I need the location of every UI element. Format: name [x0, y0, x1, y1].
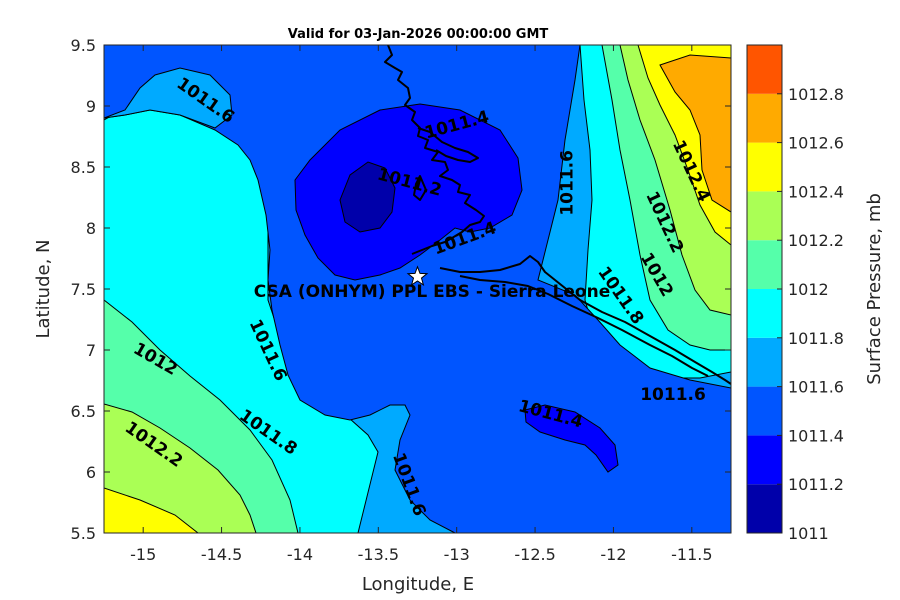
colorbar-segment — [747, 142, 782, 192]
colorbar-tick-label: 1011.2 — [788, 475, 844, 494]
y-tick-label: 9.5 — [71, 36, 96, 55]
colorbar-segment — [747, 435, 782, 485]
y-axis-label: Latitude, N — [33, 240, 54, 339]
y-tick-label: 9 — [86, 97, 96, 116]
colorbar-tick-label: 1012 — [788, 280, 829, 299]
x-tick-label: -12.5 — [514, 545, 555, 564]
y-tick-label: 6 — [86, 463, 96, 482]
coastline-estuary — [417, 127, 479, 163]
colorbar-tick-label: 1011 — [788, 524, 829, 543]
contour-label: 1011.6 — [640, 385, 706, 405]
x-tick-label: -12 — [600, 545, 626, 564]
coastline-south — [439, 255, 731, 385]
coastline — [384, 45, 731, 385]
colorbar-segment — [747, 337, 782, 387]
field-1011.2-south — [524, 404, 619, 473]
y-tick-label: 7.5 — [71, 280, 96, 299]
plot-title: Valid for 03-Jan-2026 00:00:00 GMT — [288, 27, 549, 42]
x-tick-label: -15 — [130, 545, 156, 564]
y-tick-label: 5.5 — [71, 524, 96, 543]
y-tick-label: 8 — [86, 219, 96, 238]
colorbar-segment — [747, 93, 782, 143]
contour-label-text: 1011.6 — [640, 385, 706, 405]
field-1011.6-nw — [104, 67, 233, 129]
x-axis-label: Longitude, E — [362, 574, 474, 595]
colorbar-segment — [747, 191, 782, 241]
y-tick-label: 6.5 — [71, 402, 96, 421]
coastline-sherbro — [413, 175, 427, 201]
colorbar-segment — [747, 484, 782, 533]
y-tick-label: 8.5 — [71, 158, 96, 177]
y-tick-label: 7 — [86, 341, 96, 360]
site-layer: CSA (ONHYM) PPL EBS - Sierra Leone — [254, 265, 611, 302]
x-tick-label: -11.5 — [671, 545, 712, 564]
colorbar-segment — [747, 45, 782, 94]
colorbar-tick-label: 1012.8 — [788, 85, 844, 104]
colorbar-tick-label: 1011.6 — [788, 378, 844, 397]
field-1012.4-west — [104, 487, 199, 533]
colorbar-label: Surface Pressure, mb — [864, 193, 885, 385]
x-tick-label: -13.5 — [358, 545, 399, 564]
colorbar-segment — [747, 240, 782, 289]
field-1011-north — [339, 161, 396, 233]
coastline-south-inner — [459, 275, 709, 377]
colorbar-tick-label: 1011.8 — [788, 329, 844, 348]
colorbar-tick-label: 1011.4 — [788, 426, 844, 445]
colorbar-segment — [747, 289, 782, 338]
contour-label: 1011.6 — [557, 150, 577, 216]
colorbar-tick-label: 1012.6 — [788, 134, 844, 153]
colorbar-tick-label: 1012.2 — [788, 231, 844, 250]
colorbar-segment — [747, 386, 782, 436]
colorbar: 1011 1011.2 1011.4 1011.6 1011.8 1012 1012.2 10… — [746, 44, 844, 543]
site-label: CSA (ONHYM) PPL EBS - Sierra Leone — [254, 282, 611, 302]
x-tick-label: -13 — [444, 545, 470, 564]
x-tick-label: -14 — [287, 545, 313, 564]
x-tick-label: -14.5 — [201, 545, 242, 564]
contour-label-text: 1011.6 — [557, 150, 577, 216]
field-1011.4-central — [104, 45, 731, 533]
field-1012.6-east — [659, 54, 731, 213]
coastline-north — [384, 45, 485, 255]
colorbar-tick-label: 1012.4 — [788, 182, 844, 201]
axes: -15 -14.5 -14 -13.5 -13 -12.5 -12 -11.5 5.5 6 6.5 7… — [71, 36, 731, 564]
site-star-marker — [406, 265, 429, 287]
